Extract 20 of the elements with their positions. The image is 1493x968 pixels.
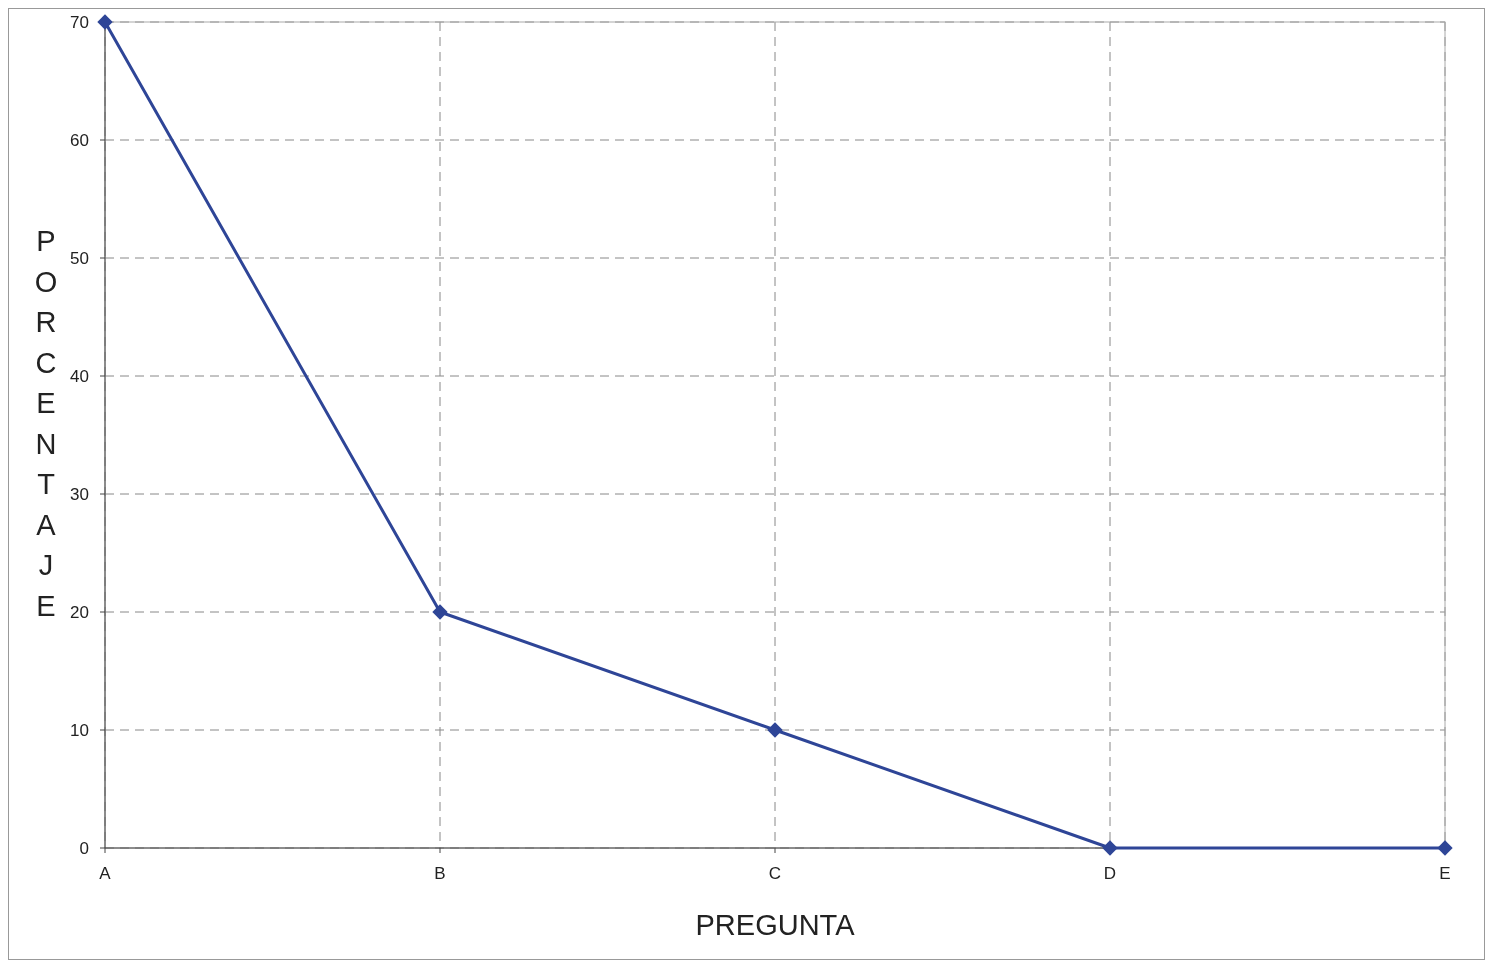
y-tick-label: 30 [70, 484, 89, 504]
x-tick-label: D [1103, 864, 1117, 883]
y-tick-label: 60 [70, 130, 89, 150]
y-tick-label: 10 [70, 720, 89, 740]
x-tick-label: B [434, 864, 446, 883]
y-tick-label: 40 [70, 366, 89, 386]
y-tick-label: 70 [70, 12, 89, 32]
x-axis-title: PREGUNTA [695, 909, 856, 941]
y-tick-label: 0 [79, 838, 89, 858]
point [1437, 840, 1453, 856]
point [97, 14, 113, 30]
text: PORCENTAJE [34, 225, 58, 622]
y-tick-label: 20 [70, 602, 89, 622]
point [767, 722, 783, 738]
x-tick-label: C [768, 864, 782, 883]
point [432, 604, 448, 620]
x-tick-label: E [1439, 864, 1451, 883]
x-tick-label: A [99, 864, 112, 883]
point [1102, 840, 1118, 856]
y-tick-label: 50 [70, 248, 89, 268]
